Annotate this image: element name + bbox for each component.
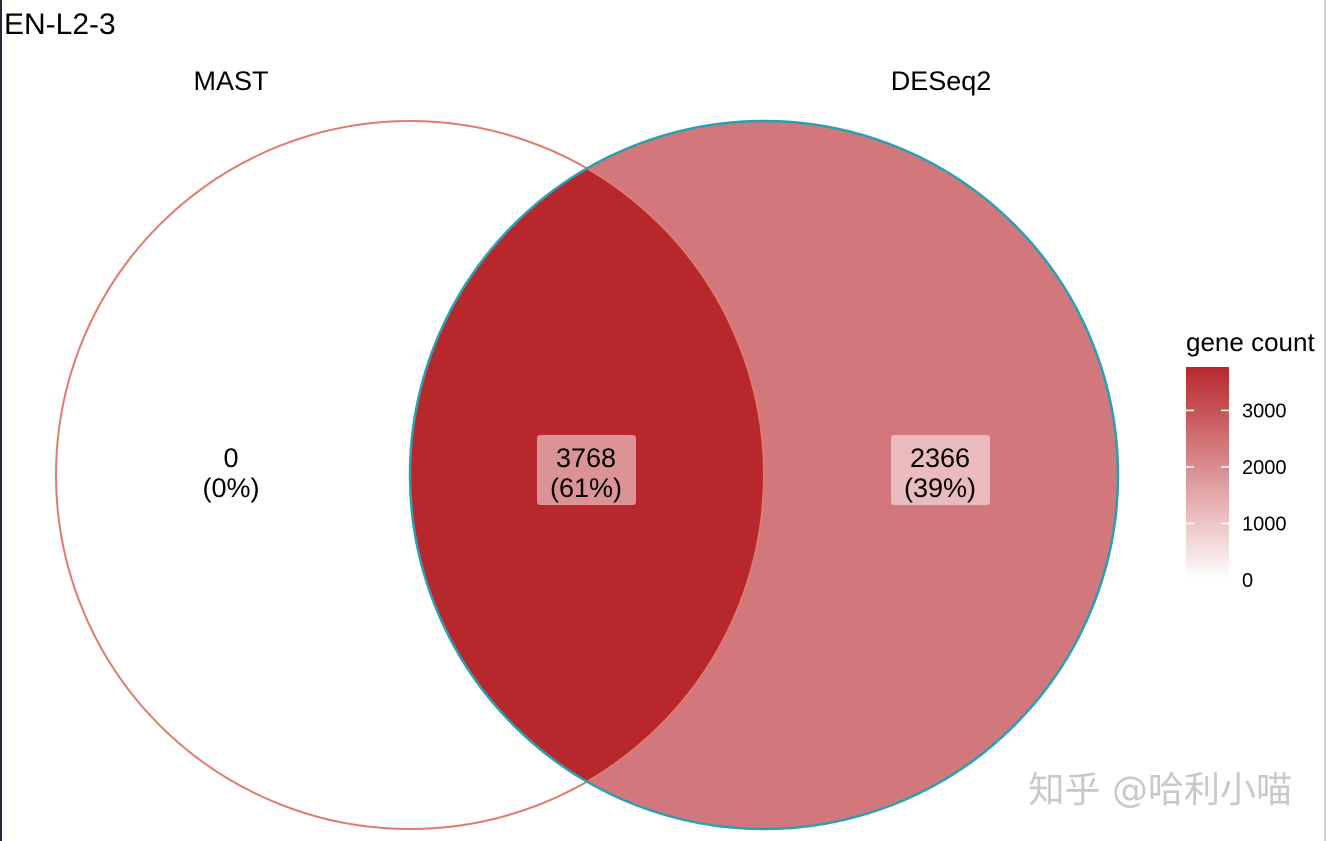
legend-tick-label: 1000 <box>1242 513 1287 535</box>
deseq2-outline <box>408 119 1120 831</box>
set-label-deseq2: DESeq2 <box>891 66 992 96</box>
region-intersection <box>410 121 764 829</box>
legend-tick-label: 2000 <box>1242 457 1287 479</box>
mast-outline <box>55 120 765 830</box>
chart-title: EN-L2-3 <box>4 8 116 41</box>
label-deseq2-only-count: 2366 <box>910 443 970 473</box>
legend-tick-label: 3000 <box>1242 400 1287 422</box>
label-bg-intersection <box>537 435 636 505</box>
label-intersection-pct: (61%) <box>550 473 622 503</box>
label-mast-only-count: 0 <box>223 443 238 473</box>
label-deseq2-only-pct: (39%) <box>904 473 976 503</box>
label-intersection-count: 3768 <box>556 443 616 473</box>
set-label-mast: MAST <box>193 66 268 96</box>
label-bg-deseq2-only <box>891 435 990 505</box>
watermark: 知乎 @哈利小喵 <box>1029 770 1292 811</box>
label-mast-only-pct: (0%) <box>202 473 259 503</box>
legend-title: gene count <box>1186 327 1315 357</box>
legend-colorbar <box>1186 367 1229 580</box>
legend-tick-label: 0 <box>1242 570 1253 592</box>
legend: gene count 3000 2000 1000 0 <box>1186 327 1315 592</box>
